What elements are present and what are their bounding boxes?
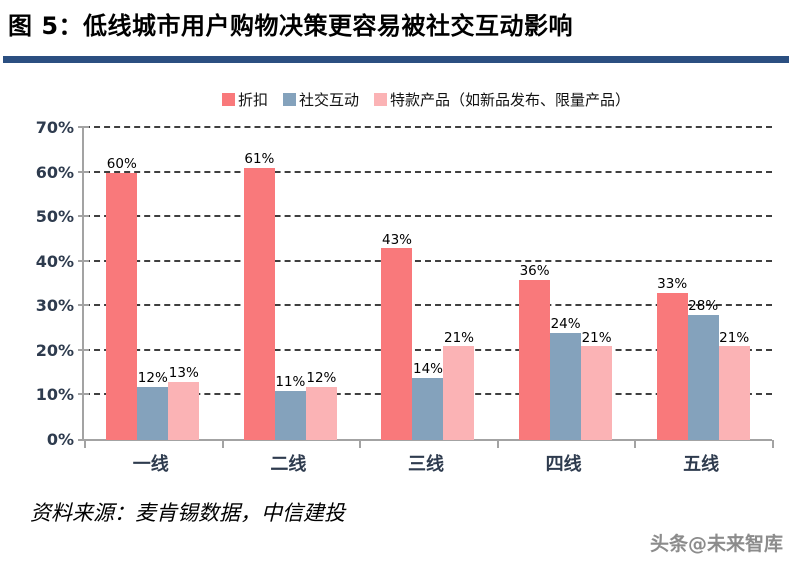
- bar-data-label: 33%: [657, 276, 688, 293]
- legend-label: 折扣: [237, 91, 268, 109]
- bar-data-label: 21%: [443, 329, 474, 346]
- x-tick-label-五线: 五线: [683, 454, 720, 475]
- bar-data-label: 60%: [106, 155, 137, 172]
- bar-折扣-三线: 43%: [381, 232, 413, 440]
- bar-社交互动-一线: 12%: [137, 370, 169, 440]
- gridline: [84, 215, 772, 218]
- chart-legend: 折扣 社交互动 特款产品（如新品发布、限量产品）: [82, 89, 770, 110]
- bar-折扣-二线: 61%: [243, 152, 275, 440]
- x-tick-label-三线: 三线: [407, 454, 444, 475]
- bar-特款产品（如新品发布、限量产品）-三线: 21%: [443, 330, 475, 440]
- bar-data-label: 12%: [137, 369, 168, 386]
- legend-item-2: 特款产品（如新品发布、限量产品）: [374, 89, 630, 110]
- gridline: [84, 348, 772, 351]
- title-rule: [3, 56, 789, 63]
- x-axis-tick: [359, 440, 362, 448]
- y-axis-tick: [78, 170, 89, 173]
- bar-groups: 60% 12% 13% 61% 11% 12% 43% 14% 21% 36% 24% 21% 33% 2…: [84, 128, 772, 440]
- figure-title: 图 5：低线城市用户购物决策更容易被社交互动影响: [8, 12, 574, 40]
- y-tick-label: 20%: [35, 340, 74, 360]
- bar-折扣-一线: 60%: [106, 156, 138, 440]
- bar-group-二线: 61% 11% 12%: [222, 128, 360, 440]
- bar-社交互动-五线: 28%: [687, 299, 719, 440]
- bar-特款产品（如新品发布、限量产品）-一线: 13%: [168, 366, 200, 440]
- y-tick-label: 40%: [35, 251, 74, 271]
- gridline: [84, 126, 772, 128]
- legend-swatch-icon: [374, 93, 387, 106]
- legend-label: 社交互动: [298, 91, 359, 109]
- gridline: [84, 304, 772, 307]
- gridline: [84, 259, 772, 262]
- bar-特款产品（如新品发布、限量产品）-四线: 21%: [581, 330, 613, 440]
- y-axis-tick: [78, 259, 89, 262]
- x-tick-label-一线: 一线: [132, 454, 169, 475]
- y-tick-label: 50%: [35, 207, 74, 227]
- bar-chart-plot-area: 60% 12% 13% 61% 11% 12% 43% 14% 21% 36% 24% 21% 33% 2…: [78, 126, 774, 448]
- bar-data-label: 14%: [412, 360, 443, 377]
- legend-swatch-icon: [282, 93, 296, 106]
- bar-data-label: 13%: [168, 365, 199, 382]
- y-tick-label: 0%: [46, 430, 74, 449]
- y-tick-label: 70%: [35, 118, 74, 137]
- x-tick-label-四线: 四线: [545, 454, 582, 475]
- y-axis-tick: [78, 393, 89, 396]
- bar-data-label: 28%: [688, 298, 719, 315]
- bar-data-label: 21%: [581, 329, 612, 346]
- bar-data-label: 61%: [244, 151, 275, 168]
- legend-item-0: 折扣: [221, 89, 268, 110]
- gridline: [84, 170, 772, 173]
- y-tick-label: 60%: [35, 162, 74, 182]
- x-axis-labels: 一线 二线 三线 四线 五线: [82, 450, 770, 476]
- y-axis-labels: 0% 10% 20% 30% 40% 50% 60% 70%: [14, 120, 74, 448]
- bar-折扣-四线: 36%: [519, 263, 551, 440]
- y-tick-label: 10%: [35, 385, 74, 405]
- bar-特款产品（如新品发布、限量产品）-五线: 21%: [718, 330, 750, 440]
- x-axis-tick: [221, 440, 224, 448]
- bar-group-一线: 60% 12% 13%: [84, 128, 222, 440]
- bar-group-四线: 36% 24% 21%: [497, 128, 635, 440]
- bar-社交互动-二线: 11%: [274, 375, 306, 440]
- bar-社交互动-四线: 24%: [550, 317, 582, 440]
- x-axis-tick: [496, 440, 499, 448]
- watermark: 头条@未来智库: [649, 533, 783, 555]
- bar-group-五线: 33% 28% 21%: [634, 128, 772, 440]
- legend-item-1: 社交互动: [282, 89, 359, 110]
- bar-data-label: 24%: [550, 316, 581, 333]
- y-axis-tick: [78, 215, 89, 218]
- bar-社交互动-三线: 14%: [412, 361, 444, 440]
- bar-特款产品（如新品发布、限量产品）-二线: 12%: [305, 370, 337, 440]
- x-axis-tick: [634, 440, 637, 448]
- y-axis-tick: [78, 348, 89, 351]
- bar-data-label: 43%: [381, 231, 412, 248]
- bar-group-三线: 43% 14% 21%: [359, 128, 497, 440]
- x-axis-tick: [772, 440, 774, 448]
- bar-折扣-五线: 33%: [656, 277, 688, 440]
- x-axis-line: [78, 439, 772, 441]
- bar-data-label: 12%: [306, 369, 337, 386]
- bar-data-label: 36%: [519, 262, 550, 279]
- y-axis-tick: [78, 304, 89, 307]
- legend-label: 特款产品（如新品发布、限量产品）: [390, 91, 631, 109]
- y-tick-label: 30%: [35, 296, 74, 316]
- legend-swatch-icon: [221, 93, 235, 106]
- source-note: 资料来源：麦肯锡数据，中信建投: [30, 501, 345, 525]
- x-tick-label-二线: 二线: [270, 454, 307, 475]
- bar-data-label: 21%: [719, 329, 750, 346]
- y-axis-tick: [78, 126, 89, 128]
- bar-data-label: 11%: [275, 374, 306, 391]
- x-axis-tick: [84, 440, 86, 448]
